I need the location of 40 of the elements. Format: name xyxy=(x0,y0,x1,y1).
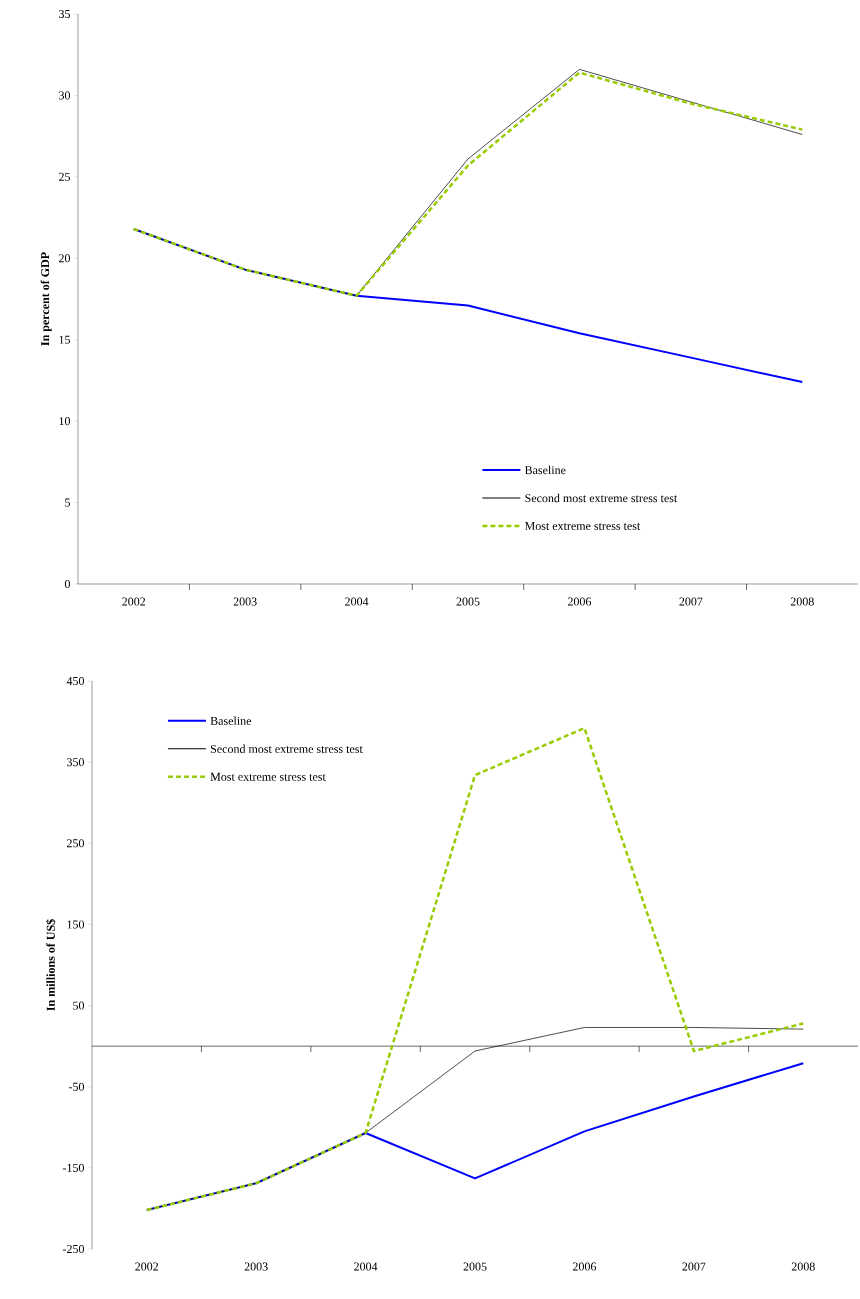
x-tick-label: 2007 xyxy=(682,1262,706,1271)
y-tick-label: 50 xyxy=(73,1001,84,1010)
x-tick-label: 2004 xyxy=(354,1262,378,1271)
x-tick-label: 2006 xyxy=(572,1262,597,1271)
y-tick-label: 25 xyxy=(59,172,70,181)
y-axis-title: In millions of US$ xyxy=(46,919,56,1011)
x-tick-label: 2003 xyxy=(233,597,257,606)
y-tick-label: 450 xyxy=(66,676,84,686)
y-tick-label: 35 xyxy=(59,9,70,19)
x-tick-label: 2006 xyxy=(567,597,592,606)
line-series xyxy=(132,227,804,384)
y-tick-label: 20 xyxy=(59,254,70,263)
y-tick-label: -150 xyxy=(62,1163,84,1172)
y-tick-label: 30 xyxy=(59,91,70,100)
legend-label: Most extreme stress test xyxy=(524,522,641,530)
x-tick-label: 2002 xyxy=(135,1262,159,1271)
x-tick-label: 2008 xyxy=(790,597,814,606)
x-tick-label: 2005 xyxy=(463,1262,487,1271)
y-tick-label: 5 xyxy=(65,498,70,507)
y-tick-label: -50 xyxy=(68,1082,84,1091)
x-tick-label: 2004 xyxy=(345,597,369,606)
line-series xyxy=(145,726,805,1212)
x-tick-label: 2005 xyxy=(456,597,480,606)
x-tick-label: 2003 xyxy=(244,1262,268,1271)
legend-label: Baseline xyxy=(210,716,252,725)
y-axis-title: In percent of GDP xyxy=(40,252,52,346)
y-tick-label: -250 xyxy=(62,1244,84,1254)
legend-label: Second most extreme stress test xyxy=(210,744,363,753)
legend-label: Second most extreme stress test xyxy=(525,493,678,503)
legend-label: Most extreme stress test xyxy=(210,772,326,781)
y-tick-label: 350 xyxy=(67,758,84,767)
legend-label: Baseline xyxy=(524,465,566,475)
y-tick-label: 250 xyxy=(67,839,84,848)
y-tick-label: 15 xyxy=(59,335,70,344)
x-tick-label: 2002 xyxy=(122,597,146,606)
x-tick-label: 2007 xyxy=(679,597,703,606)
y-tick-label: 0 xyxy=(64,579,70,589)
y-tick-label: 150 xyxy=(67,920,84,929)
y-tick-label: 10 xyxy=(59,417,70,426)
x-tick-label: 2008 xyxy=(791,1262,815,1271)
